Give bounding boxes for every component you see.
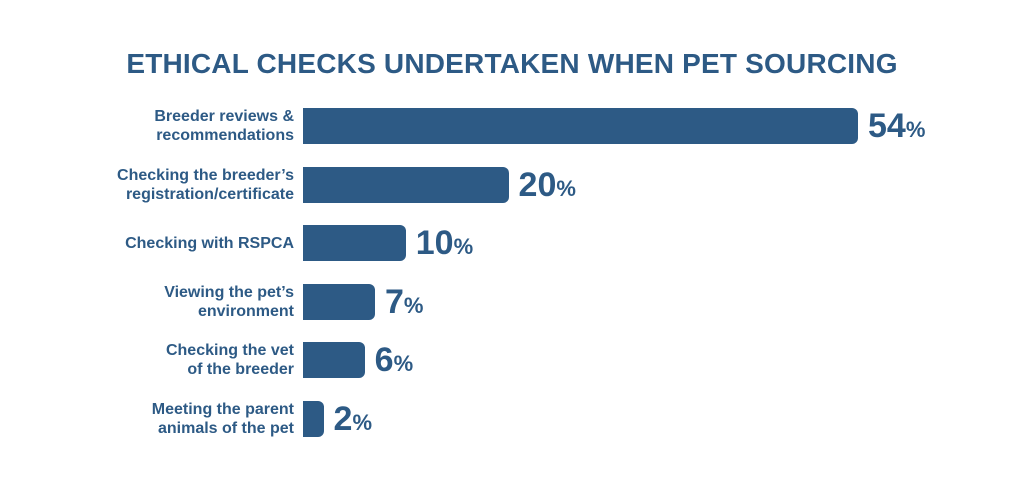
- data-label: 10%: [416, 226, 473, 260]
- data-label-number: 2: [333, 399, 353, 438]
- category-label-line: environment: [197, 302, 294, 320]
- data-label-suffix: %: [905, 117, 926, 142]
- category-label-line: recommendations: [156, 127, 294, 144]
- data-label-suffix: %: [453, 234, 474, 259]
- category-label-line: registration/certificate: [125, 185, 294, 203]
- data-label-suffix: %: [352, 409, 373, 435]
- data-label-number: 20: [518, 165, 557, 204]
- bar: [303, 283, 375, 320]
- category-label-line: Checking the vet: [165, 342, 294, 359]
- data-label-number: 6: [374, 341, 394, 379]
- bar: [303, 400, 324, 437]
- category-label-line: Checking the breeder’s: [117, 166, 294, 184]
- category-label: Checking with RSPCA: [34, 234, 294, 253]
- data-label: 54%: [868, 109, 925, 143]
- category-label-line: Breeder reviews &: [154, 108, 294, 125]
- category-label: Breeder reviews & recommendations: [34, 107, 294, 145]
- category-label: Meeting the parent animals of the pet: [34, 400, 294, 438]
- category-label-line: Meeting the parent: [151, 400, 294, 418]
- category-label-line: Checking with RSPCA: [125, 234, 294, 252]
- data-label: 6%: [375, 343, 413, 377]
- data-label: 20%: [519, 168, 576, 202]
- data-label-suffix: %: [403, 292, 424, 318]
- bar: [303, 342, 365, 378]
- data-label: 2%: [334, 402, 372, 436]
- data-label-suffix: %: [556, 175, 576, 201]
- bar: [303, 225, 406, 261]
- category-label-line: animals of the pet: [157, 419, 294, 437]
- data-label: 7%: [385, 285, 423, 319]
- data-label-number: 10: [415, 224, 454, 262]
- bar: [303, 166, 509, 203]
- category-label-line: of the breeder: [187, 361, 294, 378]
- bar: [303, 108, 858, 144]
- data-label-number: 54: [868, 107, 906, 145]
- category-label: Checking the vet of the breeder: [34, 341, 294, 379]
- data-label-suffix: %: [393, 351, 414, 376]
- chart-title: ETHICAL CHECKS UNDERTAKEN WHEN PET SOURC…: [126, 48, 898, 79]
- category-label: Viewing the pet’s environment: [34, 283, 294, 321]
- category-label-line: Viewing the pet’s: [164, 283, 294, 301]
- data-label-number: 7: [384, 282, 404, 321]
- category-label: Checking the breeder’s registration/certi…: [34, 166, 294, 204]
